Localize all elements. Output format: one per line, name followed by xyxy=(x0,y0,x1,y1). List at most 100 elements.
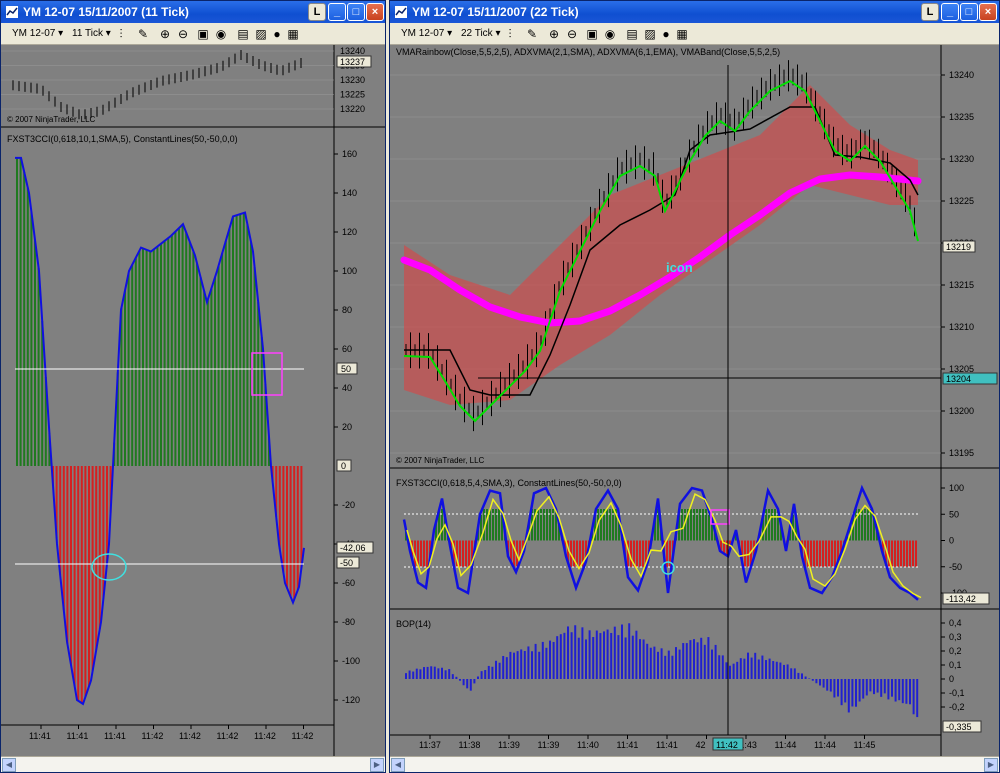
left-chart-svg[interactable]: 1324013235132301322513220 13237 © 2007 N… xyxy=(1,45,385,758)
close-button[interactable]: × xyxy=(366,3,384,21)
price-tick-label: 13225 xyxy=(949,196,974,206)
time-label: 11:41 xyxy=(104,731,126,741)
right-horizontal-scrollbar[interactable]: ◀ ▶ xyxy=(390,756,999,772)
instrument-selector[interactable]: YM 12-07 ▾ xyxy=(398,26,455,42)
maximize-button[interactable]: □ xyxy=(960,3,978,21)
bop-tick-label: 0,4 xyxy=(949,618,962,628)
bop-tick-label: 0,1 xyxy=(949,660,962,670)
zoom-out-icon[interactable]: ⊖ xyxy=(175,26,191,42)
bar-type-icon[interactable]: ⫶ xyxy=(502,26,518,42)
scroll-left-arrow[interactable]: ◀ xyxy=(391,758,405,772)
chart-trader-icon[interactable]: ▤ xyxy=(235,26,251,42)
price-tick-label: 13200 xyxy=(949,406,974,416)
last-price-label: 13219 xyxy=(946,242,971,252)
coin-icon[interactable]: ● xyxy=(658,26,674,42)
left-chart-window[interactable]: YM 12-07 15/11/2007 (11 Tick) L _ □ × YM… xyxy=(0,0,386,773)
data-box-icon[interactable]: ▦ xyxy=(285,26,301,42)
bop-tick-label: 0,2 xyxy=(949,646,962,656)
price-tick-label: 13235 xyxy=(949,112,974,122)
bop-label: BOP(14) xyxy=(396,619,431,629)
last-cci-label: -113,42 xyxy=(946,594,976,604)
time-label: 11:40 xyxy=(577,740,599,750)
left-toolbar: YM 12-07 ▾ 11 Tick ▾ ⫶ ✎ ⊕ ⊖ ▣ ◉ ▤ ▨ ● ▦ xyxy=(1,23,385,45)
right-chart-svg[interactable]: VMARainbow(Close,5,5,2,5), ADXVMA(2,1,SM… xyxy=(390,45,999,758)
cci-tick-label: 20 xyxy=(342,422,352,432)
cci-tick-label: 60 xyxy=(342,344,352,354)
data-box-icon[interactable]: ▦ xyxy=(674,26,690,42)
cci-tick-label: 40 xyxy=(342,383,352,393)
right-chart-area[interactable]: VMARainbow(Close,5,5,2,5), ADXVMA(2,1,SM… xyxy=(390,45,999,756)
bop-tick-label: -0,2 xyxy=(949,702,965,712)
time-label: 11:45 xyxy=(854,740,876,750)
instrument-selector[interactable]: YM 12-07 ▾ xyxy=(9,26,66,42)
properties-icon[interactable]: ▣ xyxy=(195,26,211,42)
cci-tick-label: -60 xyxy=(342,578,355,588)
right-price-label: VMARainbow(Close,5,5,2,5), ADXVMA(2,1,SM… xyxy=(396,47,780,57)
edit-chart-icon[interactable]: ▨ xyxy=(642,26,658,42)
bop-axis-ticks: 0,4 0,3 0,2 0,1 0 -0,1 -0,2 xyxy=(941,618,965,712)
globe-icon[interactable]: ◉ xyxy=(602,26,618,42)
left-chart-area[interactable]: 1324013235132301322513220 13237 © 2007 N… xyxy=(1,45,385,756)
marker-0-label: 0 xyxy=(341,461,346,471)
properties-icon[interactable]: ▣ xyxy=(584,26,600,42)
icon-annotation[interactable]: icon xyxy=(666,260,693,275)
link-button[interactable]: L xyxy=(921,3,939,21)
bop-tick-label: 0 xyxy=(949,674,954,684)
cci-tick-label: 100 xyxy=(342,266,357,276)
cci-line xyxy=(15,158,304,704)
edit-chart-icon[interactable]: ▨ xyxy=(253,26,269,42)
bop-tick-label: 0,3 xyxy=(949,632,962,642)
link-button[interactable]: L xyxy=(308,3,326,21)
time-label: 42 xyxy=(696,740,706,750)
price-tick-label: 13230 xyxy=(340,75,365,85)
cci-tick-label: 120 xyxy=(342,227,357,237)
interval-label: 11 Tick xyxy=(72,28,103,39)
instrument-label: YM 12-07 xyxy=(12,28,55,39)
cci-tick-label: -100 xyxy=(342,656,360,666)
price-tick-label: 13220 xyxy=(340,104,365,114)
left-window-title: YM 12-07 15/11/2007 (11 Tick) xyxy=(23,5,189,19)
draw-pen-icon[interactable]: ✎ xyxy=(135,26,151,42)
time-label: 11:41 xyxy=(656,740,678,750)
chart-trader-icon[interactable]: ▤ xyxy=(624,26,640,42)
time-label: 11:42 xyxy=(254,731,276,741)
cci-tick-label: -50 xyxy=(949,562,962,572)
last-cci-label: -42,06 xyxy=(340,543,366,553)
bar-type-icon[interactable]: ⫶ xyxy=(113,26,129,42)
minimize-button[interactable]: _ xyxy=(941,3,959,21)
coin-icon[interactable]: ● xyxy=(269,26,285,42)
zoom-out-icon[interactable]: ⊖ xyxy=(564,26,580,42)
scroll-right-arrow[interactable]: ▶ xyxy=(370,758,384,772)
minimize-button[interactable]: _ xyxy=(328,3,346,21)
close-button[interactable]: × xyxy=(979,3,997,21)
left-title-bar[interactable]: YM 12-07 15/11/2007 (11 Tick) L _ □ × xyxy=(1,1,385,23)
cci-histogram xyxy=(17,158,301,703)
maximize-button[interactable]: □ xyxy=(347,3,365,21)
draw-pen-icon[interactable]: ✎ xyxy=(524,26,540,42)
price-tick-label: 13240 xyxy=(949,70,974,80)
right-chart-window[interactable]: YM 12-07 15/11/2007 (22 Tick) L _ □ × YM… xyxy=(389,0,1000,773)
price-tick-label: 13215 xyxy=(949,280,974,290)
right-toolbar: YM 12-07 ▾ 22 Tick ▾ ⫶ ✎ ⊕ ⊖ ▣ ◉ ▤ ▨ ● ▦ xyxy=(390,23,999,45)
instrument-label: YM 12-07 xyxy=(401,28,444,39)
left-horizontal-scrollbar[interactable]: ◀ ▶ xyxy=(1,756,385,772)
highlight-rectangle[interactable] xyxy=(252,353,282,395)
cci-tick-label: 140 xyxy=(342,188,357,198)
time-label: 11:39 xyxy=(538,740,560,750)
cci-tick-label: 160 xyxy=(342,149,357,159)
chart-window-icon xyxy=(394,5,408,19)
scroll-left-arrow[interactable]: ◀ xyxy=(2,758,16,772)
price-axis-ticks: 1324013235132301322513220132151321013205… xyxy=(941,70,974,458)
right-title-bar[interactable]: YM 12-07 15/11/2007 (22 Tick) L _ □ × xyxy=(390,1,999,23)
zoom-in-icon[interactable]: ⊕ xyxy=(546,26,562,42)
interval-selector[interactable]: 11 Tick ▾ xyxy=(69,26,114,42)
zoom-in-icon[interactable]: ⊕ xyxy=(157,26,173,42)
right-copyright: © 2007 NinjaTrader, LLC xyxy=(396,456,485,465)
time-label: 11:42 xyxy=(292,731,314,741)
globe-icon[interactable]: ◉ xyxy=(213,26,229,42)
cci-tick-label: 50 xyxy=(949,509,959,519)
right-cci-label: FXST3CCI(0,618,5,4,SMA,3), ConstantLines… xyxy=(396,478,622,488)
time-label: 11:38 xyxy=(459,740,481,750)
interval-selector[interactable]: 22 Tick ▾ xyxy=(458,26,504,42)
scroll-right-arrow[interactable]: ▶ xyxy=(984,758,998,772)
